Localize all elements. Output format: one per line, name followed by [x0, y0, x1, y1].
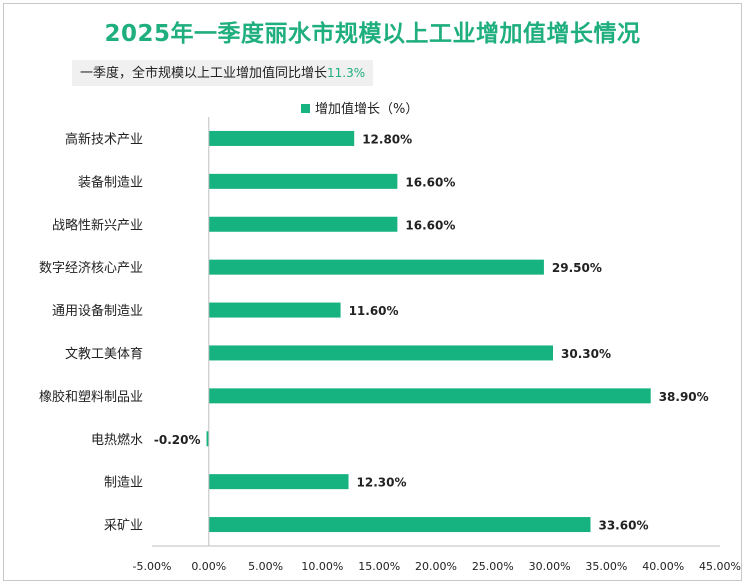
data-label: 16.60%	[405, 175, 455, 189]
bar	[208, 388, 651, 404]
x-tick-label: 0.00%	[191, 560, 226, 573]
bar	[208, 173, 398, 189]
category-label: 电热燃水	[91, 432, 143, 448]
x-tick-label: 30.00%	[529, 560, 571, 573]
chart-title: 2025年一季度丽水市规模以上工业增加值增长情况	[104, 21, 641, 47]
bar	[208, 259, 544, 275]
category-label: 制造业	[104, 476, 143, 491]
category-label: 通用设备制造业	[52, 303, 143, 319]
category-label: 数字经济核心产业	[39, 261, 143, 276]
subtitle-text: 一季度，全市规模以上工业增加值同比增长	[80, 66, 328, 81]
legend-label: 增加值增长（%）	[315, 101, 418, 117]
x-tick-label: -5.00%	[133, 560, 172, 573]
category-label: 战略性新兴产业	[52, 217, 143, 233]
x-tick-label: 35.00%	[585, 560, 627, 573]
x-tick-label: 25.00%	[472, 560, 514, 573]
x-tick-label: 45.00%	[699, 560, 741, 573]
bar	[208, 302, 341, 318]
data-label: 38.90%	[659, 390, 709, 404]
data-label: 12.30%	[357, 476, 407, 490]
bars-group: 高新技术产业 12.80% 装备制造业 16.60% 战略性新兴产业 16.60% 数字经济…	[39, 130, 709, 534]
bar	[208, 517, 591, 533]
bar	[208, 345, 554, 361]
chart-legend: 增加值增长（%）	[301, 101, 418, 117]
bar	[208, 474, 349, 490]
x-tick-label: 40.00%	[642, 560, 684, 573]
data-label: 16.60%	[405, 218, 455, 232]
data-label: 33.60%	[598, 519, 648, 533]
x-tick-label: 15.00%	[358, 560, 400, 573]
category-label: 采矿业	[104, 519, 143, 534]
category-label: 文教工美体育	[65, 346, 143, 362]
data-label: 12.80%	[362, 132, 412, 146]
x-tick-label: 5.00%	[248, 560, 283, 573]
bar	[208, 216, 398, 232]
legend-swatch	[301, 104, 310, 113]
x-tick-label: 10.00%	[301, 560, 343, 573]
x-tick-label: 20.00%	[415, 560, 457, 573]
bar	[206, 431, 209, 447]
data-label: 11.60%	[349, 304, 399, 318]
chart-subtitle: 一季度，全市规模以上工业增加值同比增长11.3%	[72, 60, 374, 86]
category-label: 橡胶和塑料制品业	[39, 389, 143, 405]
bar	[208, 130, 355, 146]
chart-frame	[3, 3, 742, 581]
axis-group: -5.00% 0.00% 5.00% 10.00% 15.00% 20.00% 25.00%…	[133, 117, 741, 573]
category-label: 装备制造业	[78, 174, 143, 190]
data-label: 29.50%	[552, 261, 602, 275]
data-label: 30.30%	[561, 347, 611, 361]
subtitle-highlight-value: 11.3%	[327, 66, 366, 80]
category-label: 高新技术产业	[65, 131, 143, 147]
data-label: -0.20%	[154, 433, 201, 447]
